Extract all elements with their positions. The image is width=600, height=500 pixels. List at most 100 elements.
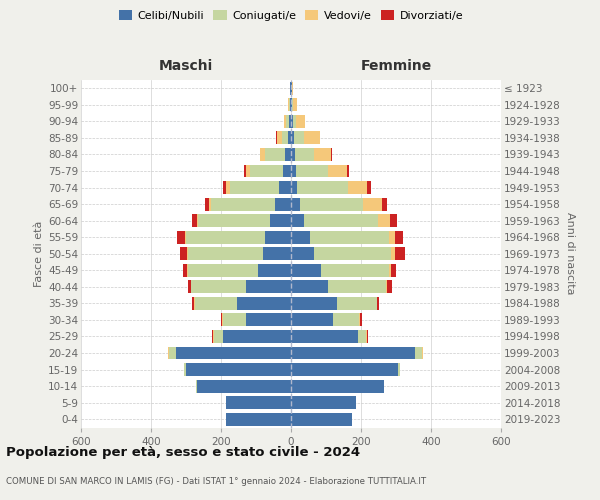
Bar (275, 198, 291, 210)
Bar (187, 248, 291, 260)
Bar (291, 148, 295, 161)
Bar (391, 264, 396, 277)
Bar (214, 330, 291, 343)
Text: COMUNE DI SAN MARCO IN LAMIS (FG) - Dati ISTAT 1° gennaio 2024 - Elaborazione TU: COMUNE DI SAN MARCO IN LAMIS (FG) - Dati… (6, 476, 426, 486)
Bar (214, 330, 291, 343)
Bar (184, 363, 291, 376)
Bar (226, 396, 291, 409)
Bar (291, 314, 333, 326)
Bar (296, 115, 305, 128)
Bar (196, 380, 291, 392)
Bar (289, 98, 291, 112)
Bar (290, 82, 291, 94)
Bar (291, 396, 356, 409)
Bar (384, 380, 385, 392)
Bar (391, 248, 395, 260)
Bar (187, 264, 291, 277)
Bar (395, 230, 403, 243)
Bar (290, 82, 291, 94)
Bar (283, 164, 291, 177)
Bar (293, 115, 296, 128)
Bar (186, 230, 291, 243)
Bar (196, 380, 291, 392)
Bar (177, 230, 291, 243)
Bar (223, 330, 291, 343)
Bar (222, 314, 291, 326)
Bar (226, 413, 291, 426)
Bar (226, 181, 291, 194)
Bar (293, 98, 298, 112)
Bar (289, 115, 291, 128)
Bar (226, 413, 291, 426)
Bar (291, 346, 415, 360)
Bar (422, 346, 423, 360)
Bar (197, 214, 291, 227)
Bar (310, 230, 389, 243)
Bar (188, 280, 291, 293)
Bar (291, 330, 358, 343)
Bar (188, 248, 291, 260)
Bar (277, 132, 291, 144)
Bar (192, 297, 291, 310)
Bar (226, 396, 291, 409)
Bar (250, 164, 291, 177)
Bar (226, 396, 291, 409)
Bar (291, 230, 310, 243)
Bar (184, 363, 291, 376)
Bar (331, 148, 332, 161)
Bar (209, 198, 291, 210)
Bar (328, 164, 347, 177)
Bar (223, 181, 291, 194)
Bar (263, 248, 291, 260)
Bar (168, 346, 291, 360)
Bar (168, 346, 291, 360)
Bar (321, 264, 389, 277)
Bar (328, 280, 386, 293)
Bar (196, 380, 291, 392)
Bar (292, 98, 293, 112)
Bar (185, 230, 291, 243)
Bar (260, 148, 291, 161)
Bar (282, 132, 291, 144)
Bar (295, 148, 314, 161)
Bar (291, 132, 294, 144)
Bar (195, 297, 291, 310)
Bar (291, 198, 300, 210)
Bar (181, 248, 291, 260)
Bar (377, 297, 379, 310)
Bar (291, 181, 298, 194)
Text: Femmine: Femmine (361, 60, 431, 74)
Bar (205, 198, 291, 210)
Bar (314, 248, 391, 260)
Bar (186, 363, 291, 376)
Bar (279, 181, 291, 194)
Bar (390, 214, 397, 227)
Bar (291, 264, 321, 277)
Bar (288, 98, 291, 112)
Bar (333, 314, 359, 326)
Bar (188, 264, 291, 277)
Bar (314, 148, 331, 161)
Bar (191, 280, 291, 293)
Bar (230, 181, 291, 194)
Bar (291, 214, 304, 227)
Bar (348, 181, 367, 194)
Bar (290, 82, 291, 94)
Bar (226, 413, 291, 426)
Y-axis label: Fasce di età: Fasce di età (34, 220, 44, 287)
Bar (395, 248, 406, 260)
Bar (221, 314, 291, 326)
Bar (291, 115, 293, 128)
Bar (389, 264, 391, 277)
Bar (184, 363, 291, 376)
Bar (196, 380, 291, 392)
Bar (386, 280, 392, 293)
Bar (382, 198, 387, 210)
Bar (337, 297, 377, 310)
Bar (237, 297, 291, 310)
Y-axis label: Anni di nascita: Anni di nascita (565, 212, 575, 295)
Bar (183, 264, 291, 277)
Bar (367, 330, 368, 343)
Bar (290, 98, 291, 112)
Text: Maschi: Maschi (159, 60, 213, 74)
